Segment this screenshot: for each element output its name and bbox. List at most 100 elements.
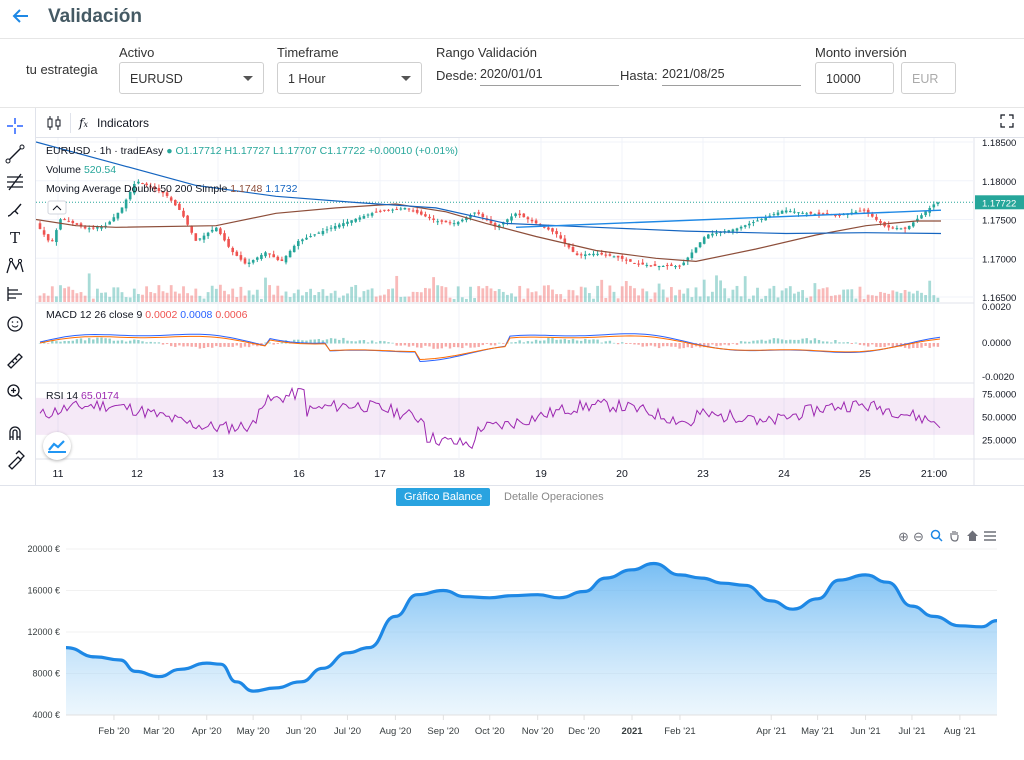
rsi-line xyxy=(39,386,941,450)
volume-bar xyxy=(797,291,800,302)
macd-histogram-bar xyxy=(530,341,534,344)
macd-histogram-bar xyxy=(416,343,419,348)
macd-histogram-bar xyxy=(149,341,152,344)
volume-bar xyxy=(260,298,263,302)
tv-logo[interactable] xyxy=(43,432,71,460)
zoom-in-icon[interactable]: ⊕ xyxy=(898,529,909,544)
volume-bar xyxy=(780,290,784,302)
fullscreen-icon[interactable] xyxy=(999,113,1015,133)
volume-bar xyxy=(813,283,817,302)
candle-body xyxy=(288,250,292,258)
menu-icon[interactable] xyxy=(983,529,997,545)
macd-histogram-bar xyxy=(51,340,54,344)
candle-body xyxy=(424,214,427,217)
chevron-down-icon xyxy=(401,76,411,81)
x-tick-label: 2021 xyxy=(621,726,643,737)
macd-histogram-bar xyxy=(407,343,411,347)
candle-body xyxy=(399,208,403,210)
volume-bar xyxy=(497,289,501,302)
candle-body xyxy=(805,213,808,215)
candle-body xyxy=(63,219,66,221)
fib-tool-icon[interactable] xyxy=(4,171,26,193)
brush-icon[interactable] xyxy=(4,199,26,221)
zoom-out-icon[interactable]: ⊖ xyxy=(913,529,924,544)
macd-histogram-bar xyxy=(739,341,743,344)
lock-drawing-icon[interactable] xyxy=(4,449,26,471)
pattern-icon[interactable] xyxy=(4,255,26,277)
macd-histogram-bar xyxy=(440,343,443,349)
macd-histogram-bar xyxy=(653,343,657,347)
pan-hand-icon[interactable] xyxy=(948,529,961,545)
volume-bar xyxy=(415,291,419,302)
timeframe-select[interactable]: 1 Hour xyxy=(277,62,422,94)
currency-input[interactable]: EUR xyxy=(901,62,956,94)
candle-body xyxy=(657,266,661,268)
volume-bar xyxy=(567,289,571,302)
magnet-icon[interactable] xyxy=(4,422,26,444)
macd-histogram-bar xyxy=(67,340,70,344)
macd-histogram-bar xyxy=(473,343,476,348)
macd-histogram-bar xyxy=(723,343,726,345)
candle-body xyxy=(415,209,419,213)
volume-bar xyxy=(817,289,821,302)
function-icon[interactable]: fx xyxy=(79,116,88,130)
indicators-button[interactable]: Indicators xyxy=(97,116,150,130)
smiley-icon[interactable] xyxy=(4,313,26,335)
volume-bar xyxy=(280,295,284,302)
volume-bar xyxy=(637,295,640,302)
macd-histogram-bar xyxy=(346,340,349,344)
from-date-input[interactable]: 2020/01/01 xyxy=(480,62,619,86)
tab-balance-chart[interactable]: Gráfico Balance xyxy=(396,488,491,506)
to-date-input[interactable]: 2021/08/25 xyxy=(662,62,801,86)
macd-histogram-bar xyxy=(223,343,226,347)
macd-histogram-bar xyxy=(170,343,173,347)
home-reset-icon[interactable] xyxy=(966,529,979,545)
macd-histogram-bar xyxy=(834,340,837,344)
macd-histogram-bar xyxy=(551,337,554,344)
back-arrow-icon[interactable] xyxy=(10,5,32,27)
macd-histogram-bar xyxy=(338,339,341,344)
macd-histogram-bar xyxy=(211,343,214,348)
candle-body xyxy=(264,252,267,257)
candle-body xyxy=(178,203,181,210)
trading-chart[interactable]: T fx Indicators 11 12 1 xyxy=(0,108,1024,486)
chevron-up-icon xyxy=(52,205,62,211)
x-tick-label: Mar '20 xyxy=(143,726,174,737)
candle-body xyxy=(116,212,120,219)
candles-icon[interactable] xyxy=(46,113,62,133)
candle-body xyxy=(186,215,189,225)
zoom-in-icon[interactable] xyxy=(4,381,26,403)
candle-body xyxy=(784,210,788,213)
price-tick-label: 1.16500 xyxy=(982,293,1016,304)
candle-body xyxy=(924,211,927,216)
volume-bar xyxy=(776,297,780,302)
last-price-label: 1.17722 xyxy=(982,198,1016,209)
volume-bar xyxy=(104,292,107,302)
x-tick-label: Apr '20 xyxy=(192,726,222,737)
candle-body xyxy=(260,254,263,259)
zoom-select-icon[interactable] xyxy=(930,529,943,545)
forecast-icon[interactable] xyxy=(4,283,26,305)
x-tick-label: Nov '20 xyxy=(522,726,554,737)
price-tick-label: 1.17500 xyxy=(982,216,1016,227)
macd-histogram-bar xyxy=(625,343,628,344)
macd-histogram-bar xyxy=(555,339,558,344)
volume-bar xyxy=(514,296,517,302)
volume-bar xyxy=(547,285,550,302)
tab-operations-detail[interactable]: Detalle Operaciones xyxy=(504,491,604,503)
macd-histogram-bar xyxy=(272,343,275,345)
macd-histogram-bar xyxy=(165,343,169,345)
text-tool-icon[interactable]: T xyxy=(9,229,20,247)
macd-histogram-bar xyxy=(112,340,115,344)
asset-select[interactable]: EURUSD xyxy=(119,62,264,94)
volume-bar xyxy=(288,296,292,302)
volume-bar xyxy=(411,291,415,302)
amount-input[interactable]: 10000 xyxy=(815,62,894,94)
volume-bar xyxy=(694,287,698,302)
candle-body xyxy=(760,218,763,220)
volume-bar xyxy=(460,297,464,302)
crosshair-icon[interactable] xyxy=(4,115,26,137)
ruler-icon[interactable] xyxy=(4,350,26,372)
macd-histogram-bar xyxy=(744,341,747,344)
trend-line-icon[interactable] xyxy=(4,143,26,165)
